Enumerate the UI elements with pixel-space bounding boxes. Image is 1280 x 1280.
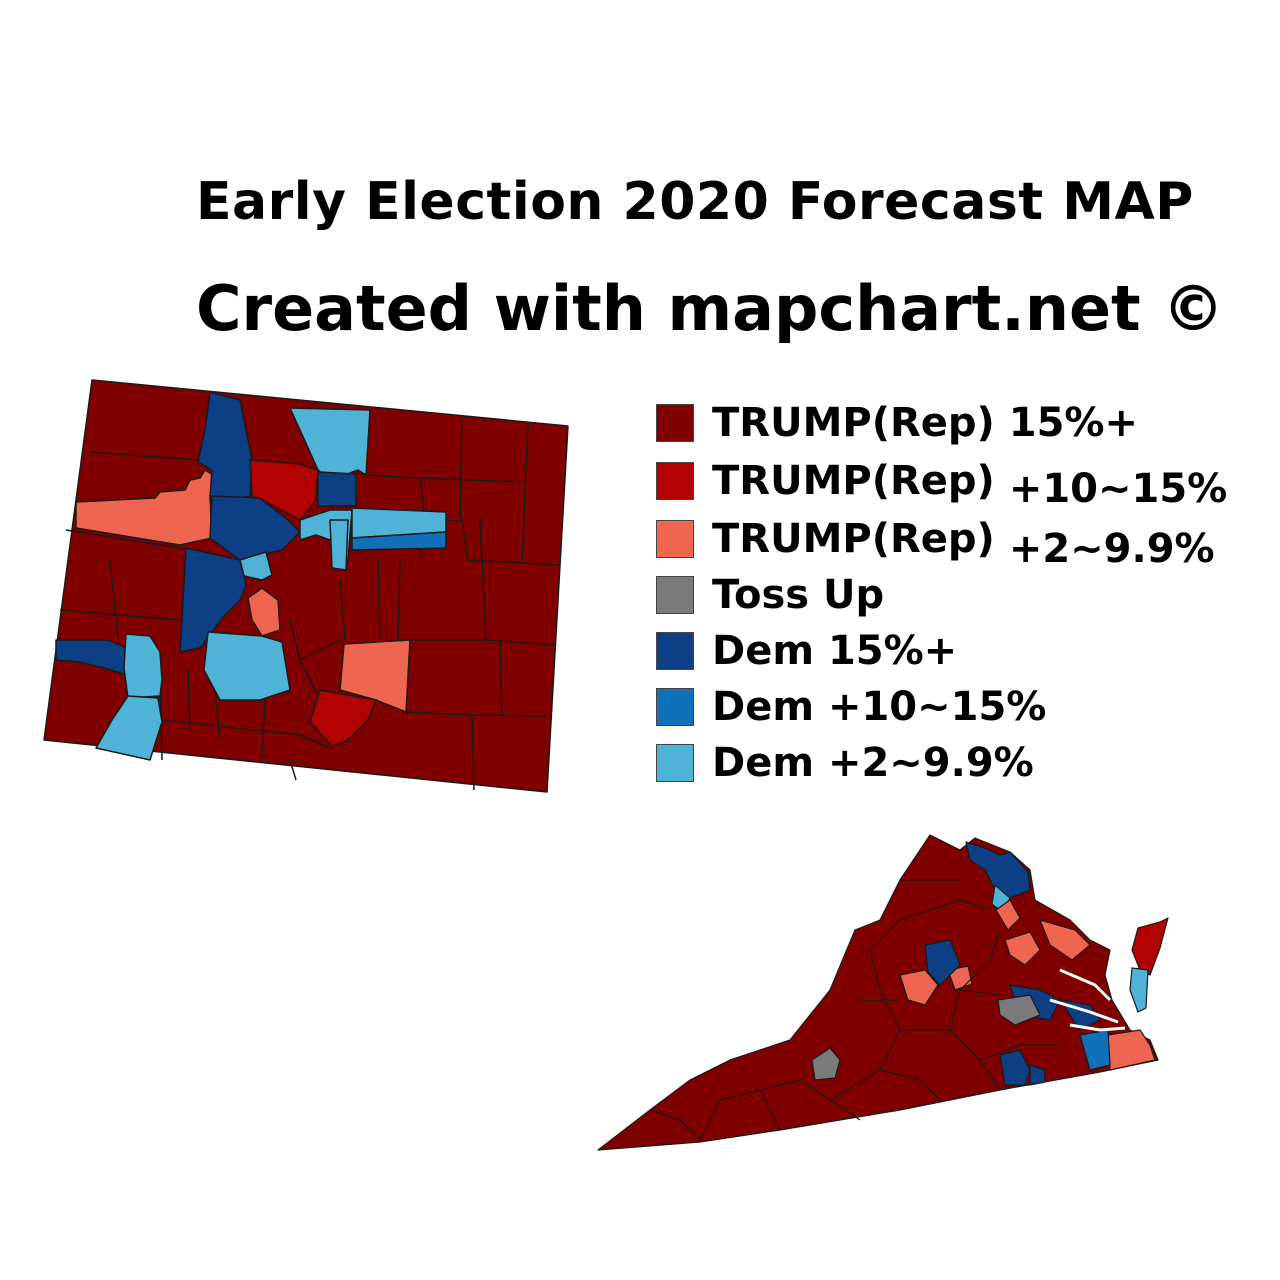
legend-item-toss-up: Toss Up [656, 570, 884, 620]
legend-label: TRUMP(Rep) [712, 516, 995, 562]
legend-swatch [656, 688, 694, 726]
virginia-outline [597, 834, 1159, 1151]
legend-label: Dem +10~15% [712, 684, 1047, 730]
legend-swatch [656, 632, 694, 670]
legend-label: Dem +2~9.9% [712, 740, 1034, 786]
map-subtitle: Created with mapchart.net © [196, 272, 1225, 345]
legend-item-trump-2-9: TRUMP(Rep) +2~9.9% [656, 514, 1215, 572]
legend-label: TRUMP(Rep) 15%+ [712, 400, 1138, 446]
legend-range: +10~15% [1008, 466, 1228, 512]
legend-label: Toss Up [712, 572, 885, 618]
legend-swatch [656, 520, 694, 558]
legend-item-trump-10-15: TRUMP(Rep) +10~15% [656, 456, 1227, 512]
legend-item-dem-15: Dem 15%+ [656, 626, 957, 676]
legend-item-dem-10-15: Dem +10~15% [656, 682, 1046, 732]
legend-swatch [656, 462, 694, 500]
legend-item-dem-2-9: Dem +2~9.9% [656, 738, 1034, 788]
legend-swatch [656, 576, 694, 614]
map-title: Early Election 2020 Forecast MAP [196, 172, 1194, 232]
legend-item-trump-15: TRUMP(Rep) 15%+ [656, 398, 1138, 448]
legend-range: +2~9.9% [1008, 526, 1215, 572]
legend-label: Dem 15%+ [712, 628, 958, 674]
colorado-outline [43, 379, 569, 793]
legend-swatch [656, 404, 694, 442]
legend-label: TRUMP(Rep) [712, 458, 995, 504]
legend-swatch [656, 744, 694, 782]
